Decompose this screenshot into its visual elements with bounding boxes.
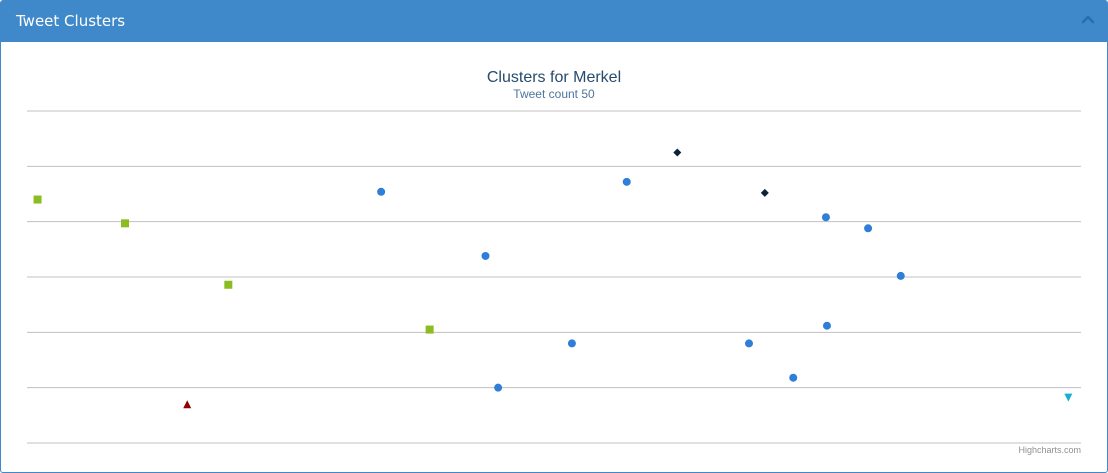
data-point-circle[interactable] <box>864 224 873 233</box>
data-point-square[interactable] <box>425 325 434 334</box>
data-point-circle[interactable] <box>622 177 631 186</box>
data-points <box>33 148 1073 409</box>
data-point-triangle[interactable] <box>183 400 192 409</box>
data-point-circle[interactable] <box>896 271 905 280</box>
data-point-circle[interactable] <box>821 213 830 222</box>
chart-svg: Clusters for Merkel Tweet count 50 Highc… <box>27 69 1081 455</box>
data-point-circle[interactable] <box>744 339 753 348</box>
chevron-up-icon <box>1081 15 1095 24</box>
data-point-square[interactable] <box>224 280 233 289</box>
data-point-diamond[interactable] <box>673 148 682 157</box>
collapse-button[interactable] <box>1079 11 1097 29</box>
data-point-circle[interactable] <box>377 187 386 196</box>
data-point-circle[interactable] <box>494 383 503 392</box>
panel-title: Tweet Clusters <box>16 12 126 30</box>
scatter-chart: Clusters for Merkel Tweet count 50 Highc… <box>1 43 1107 472</box>
data-point-square[interactable] <box>121 219 130 228</box>
data-point-circle[interactable] <box>481 251 490 260</box>
panel-heading: Tweet Clusters <box>1 1 1107 42</box>
chart-subtitle: Tweet count 50 <box>513 87 595 101</box>
data-point-triangle-down[interactable] <box>1064 393 1073 402</box>
data-point-circle[interactable] <box>789 373 798 382</box>
data-point-circle[interactable] <box>567 339 576 348</box>
grid-lines <box>27 110 1081 444</box>
data-point-square[interactable] <box>33 195 42 204</box>
chart-title: Clusters for Merkel <box>487 69 621 86</box>
data-point-diamond[interactable] <box>760 188 769 197</box>
data-point-circle[interactable] <box>822 321 831 330</box>
credits-link[interactable]: Highcharts.com <box>1018 445 1081 455</box>
